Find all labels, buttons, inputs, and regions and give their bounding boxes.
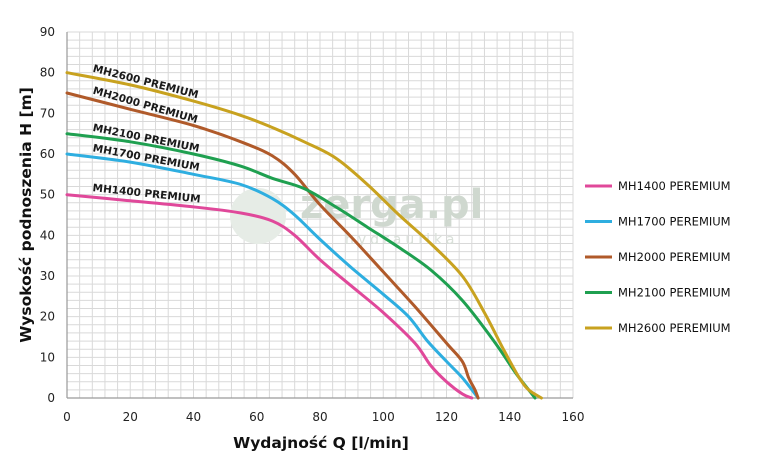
y-tick-label: 10 — [40, 350, 55, 364]
grid — [66, 31, 574, 399]
series-line-mh1400-peremium — [65, 193, 474, 400]
watermark-subtext: hydraulika — [345, 232, 458, 248]
y-tick-label: 90 — [40, 25, 55, 39]
x-tick-label: 160 — [562, 410, 585, 424]
y-tick-label: 60 — [40, 147, 55, 161]
legend-label-mh2100-peremium: MH2100 PEREMIUM — [618, 286, 731, 300]
series-line-mh2000-peremium — [65, 91, 480, 400]
x-tick-label: 140 — [498, 410, 521, 424]
y-tick-label: 50 — [40, 188, 55, 202]
series-lines — [65, 71, 543, 400]
tick-labels: 0 20 40 60 80 100 120 140 160 0 10 20 30 40 50 60 70 80 90 — [40, 25, 585, 424]
legend-label-mh2000-peremium: MH2000 PEREMIUM — [618, 250, 731, 264]
x-tick-label: 20 — [123, 410, 138, 424]
x-tick-label: 40 — [186, 410, 201, 424]
y-tick-label: 20 — [40, 310, 55, 324]
x-axis-label: Wydajność Q [l/min] — [233, 434, 409, 452]
watermark-text: zerga.pl — [300, 182, 483, 228]
y-tick-label: 30 — [40, 269, 55, 283]
x-tick-label: 60 — [249, 410, 264, 424]
y-tick-label: 0 — [47, 391, 55, 405]
y-tick-label: 80 — [40, 66, 55, 80]
legend-label-mh2600-peremium: MH2600 PEREMIUM — [618, 321, 731, 335]
y-axis-label: Wysokość podnoszenia H [m] — [17, 87, 35, 343]
legend-label-mh1700-peremium: MH1700 PEREMIUM — [618, 215, 731, 229]
series-line-mh1700-peremium — [65, 152, 480, 400]
legend: MH1400 PEREMIUM MH1700 PEREMIUM MH2000 PER… — [585, 179, 731, 335]
watermark: zerga.pl hydraulika — [230, 182, 483, 248]
series-line-mh2100-peremium — [65, 132, 537, 400]
y-tick-label: 40 — [40, 228, 55, 242]
x-tick-label: 80 — [312, 410, 327, 424]
y-tick-label: 70 — [40, 106, 55, 120]
series-line-mh2600-peremium — [65, 71, 543, 400]
x-tick-label: 120 — [435, 410, 458, 424]
legend-label-mh1400-peremium: MH1400 PEREMIUM — [618, 179, 731, 193]
x-tick-label: 0 — [63, 410, 71, 424]
x-tick-label: 100 — [372, 410, 395, 424]
